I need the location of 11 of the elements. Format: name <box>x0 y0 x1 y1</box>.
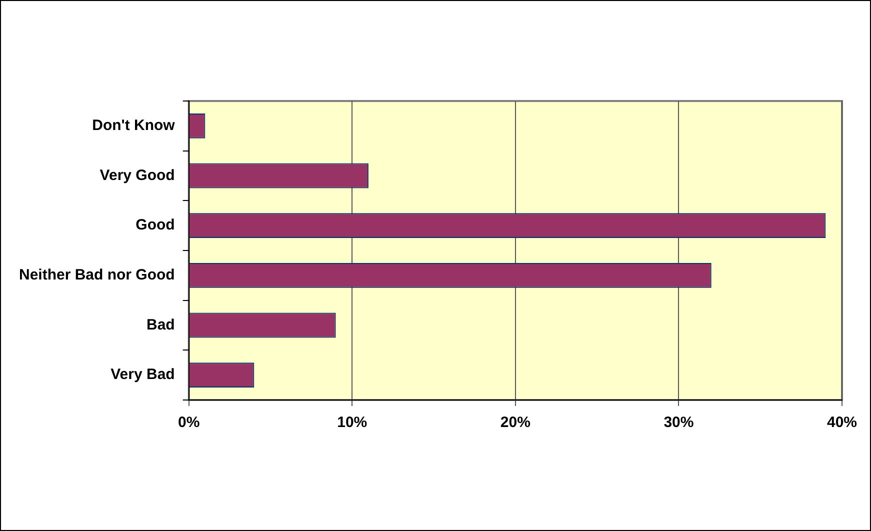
x-tick-label: 30% <box>664 414 694 432</box>
x-tick-label: 20% <box>500 414 530 432</box>
x-tick-label: 40% <box>826 414 858 432</box>
x-tick-label: 10% <box>337 414 368 432</box>
y-tick-label: Very Good <box>100 166 175 184</box>
x-tick-label: 0% <box>178 414 200 432</box>
y-tick-label: Bad <box>146 316 175 334</box>
y-tick-label: Good <box>136 216 175 234</box>
y-tick-label: Very Bad <box>110 366 175 384</box>
y-tick-label: Don't Know <box>92 117 176 134</box>
y-tick-label: Neither Bad nor Good <box>18 266 175 284</box>
